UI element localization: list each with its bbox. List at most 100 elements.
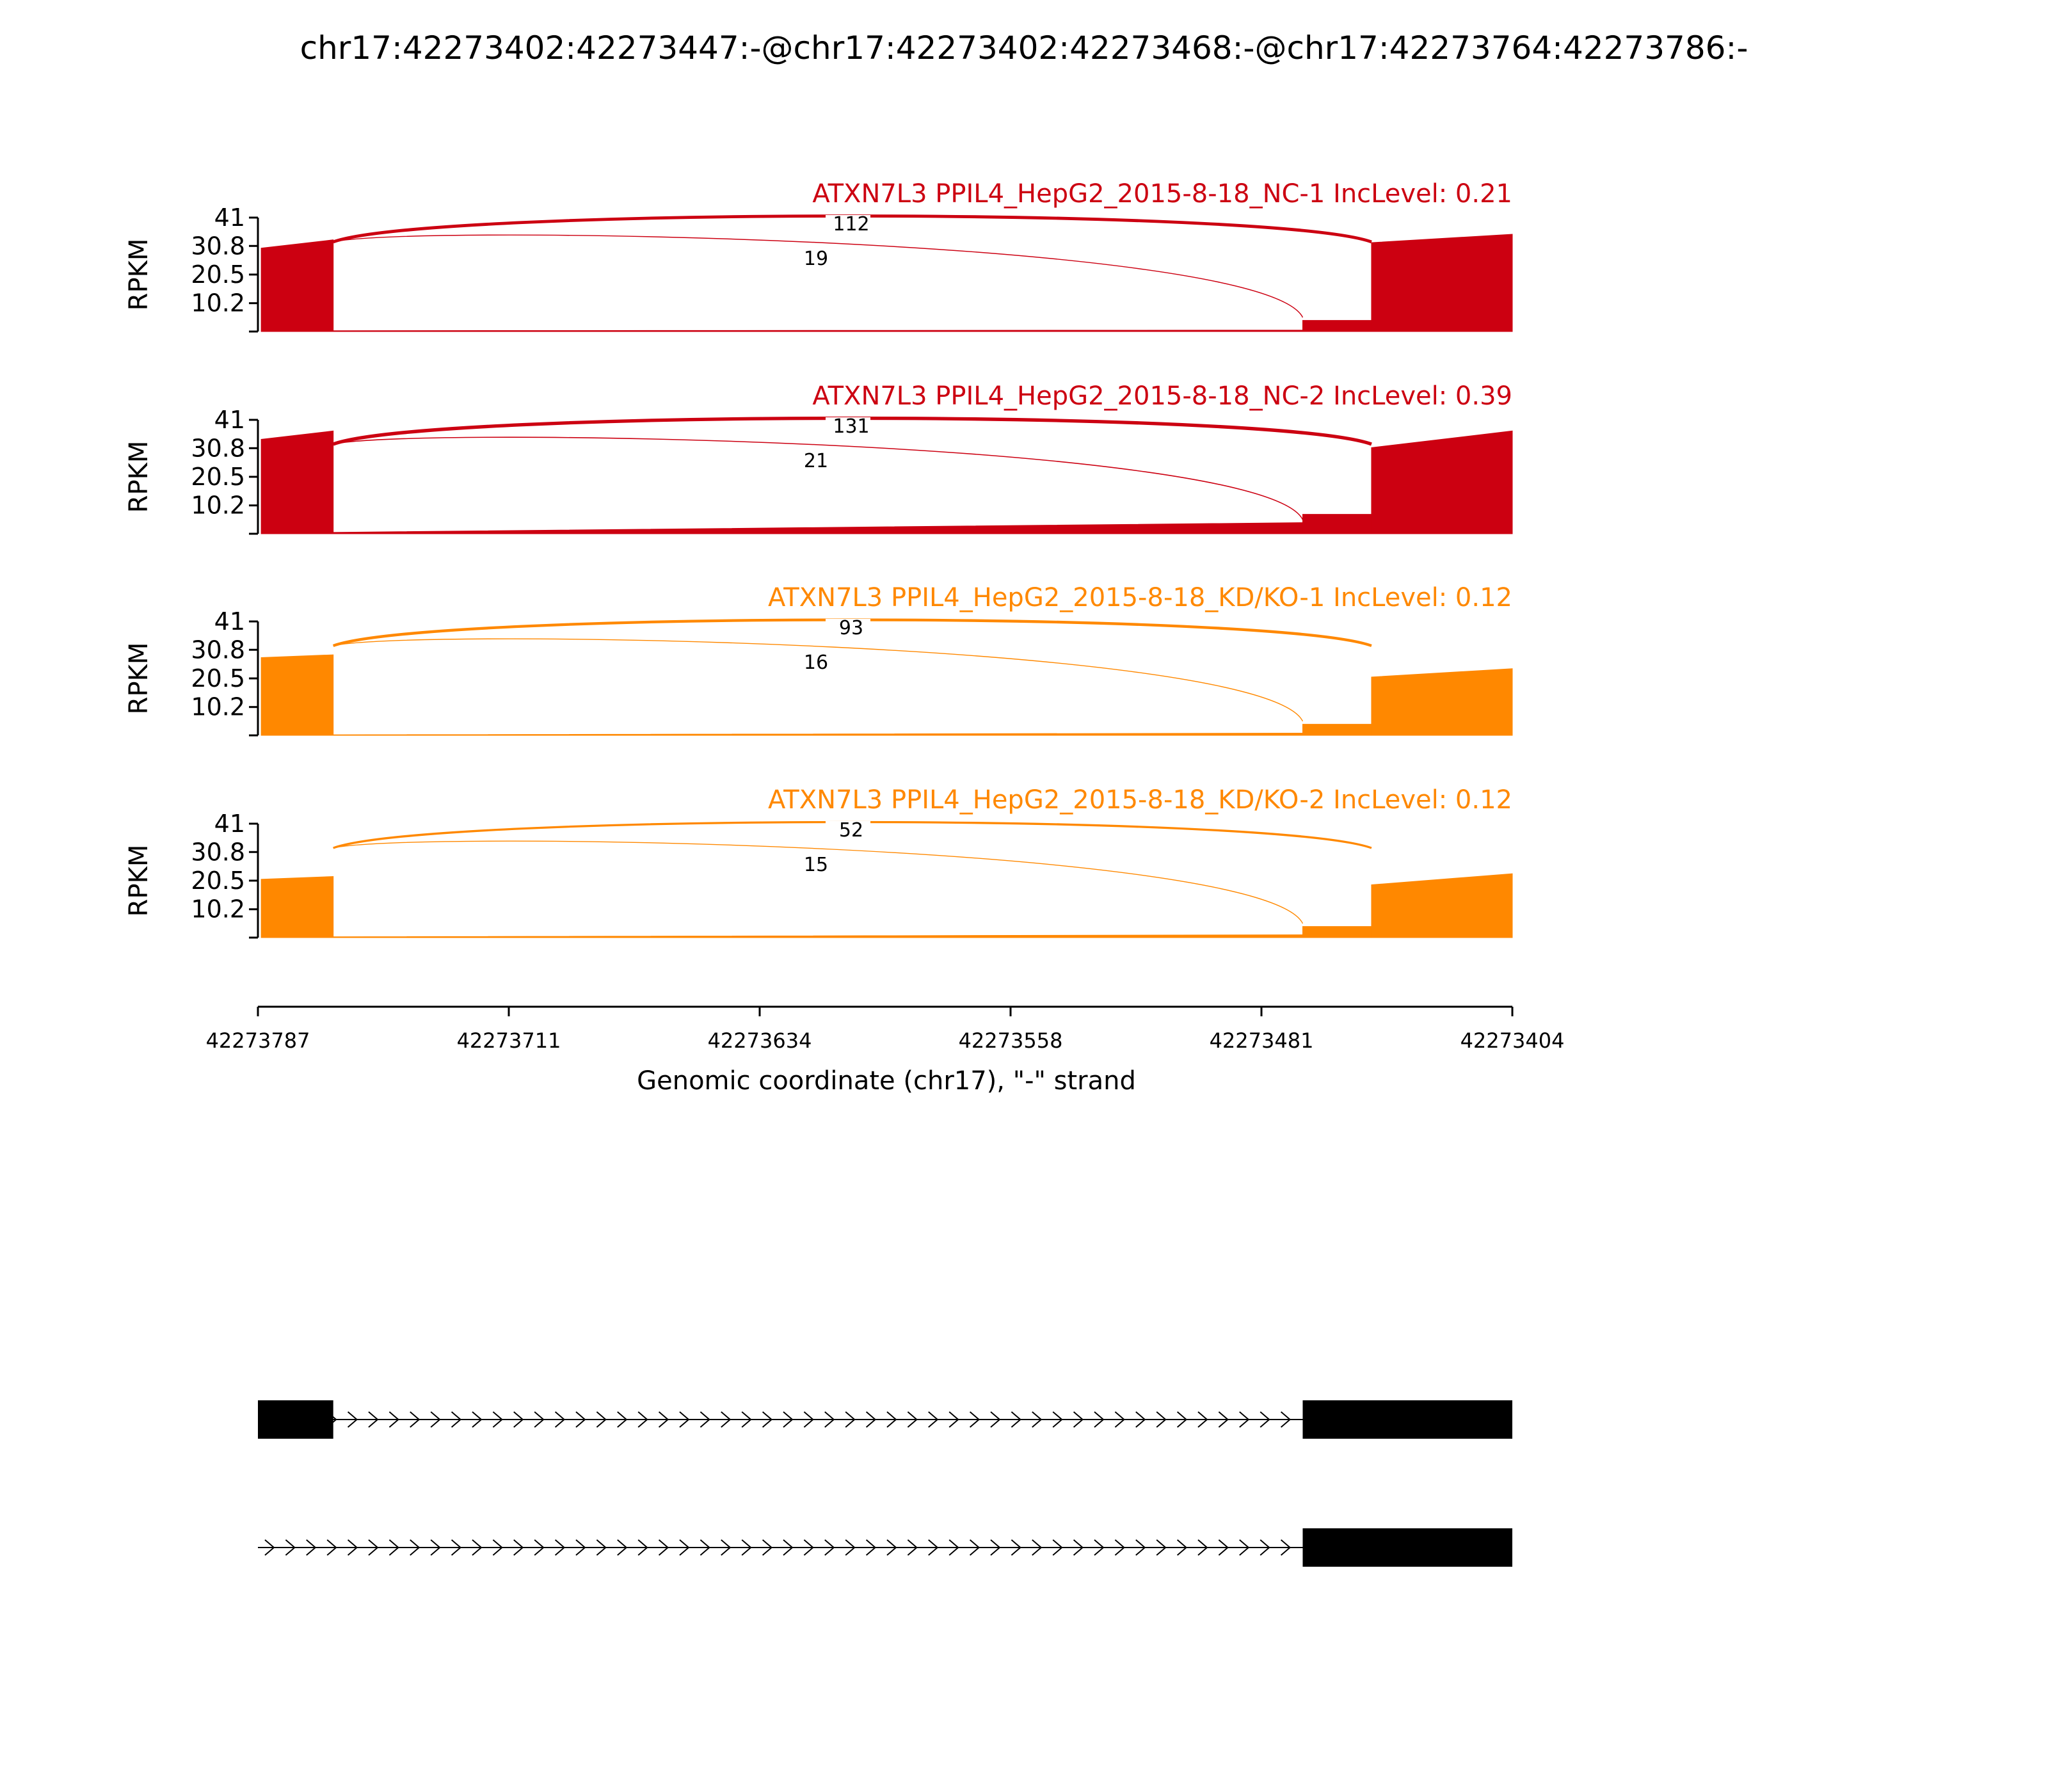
strand-chevron: [534, 1411, 545, 1428]
coverage-segment: [260, 430, 334, 534]
junction-arc-short: [333, 638, 1304, 722]
strand-chevron: [865, 1411, 877, 1428]
strand-chevron: [596, 1411, 607, 1428]
strand-chevron: [803, 1411, 814, 1428]
strand-chevron: [1114, 1539, 1125, 1556]
strand-chevron: [1239, 1411, 1250, 1428]
strand-chevron: [554, 1539, 566, 1556]
y-tick-label: 30.8: [191, 636, 245, 664]
strand-chevron: [721, 1411, 732, 1428]
coverage-segment: [333, 330, 1303, 332]
strand-chevron: [637, 1539, 648, 1556]
strand-chevron: [554, 1411, 566, 1428]
strand-chevron: [347, 1411, 358, 1428]
x-axis: 42273787 42273711 42273634 42273558 42273481…: [206, 1005, 1564, 1096]
strand-chevron: [700, 1411, 710, 1428]
strand-chevron: [1011, 1411, 1021, 1428]
y-tick-label: 41: [214, 204, 245, 232]
coverage-segment: [260, 654, 334, 736]
track-label: ATXN7L3 PPIL4_HepG2_2015-8-18_KD/KO-1 In…: [768, 583, 1512, 612]
y-tick-label: 30.8: [191, 838, 245, 866]
strand-chevron: [762, 1411, 773, 1428]
strand-chevron: [492, 1539, 503, 1556]
strand-chevron: [1280, 1411, 1292, 1428]
strand-chevron: [1135, 1411, 1146, 1428]
coverage-segment: [260, 876, 334, 938]
strand-chevron: [388, 1539, 399, 1556]
strand-chevron: [410, 1539, 420, 1556]
strand-chevron: [596, 1539, 607, 1556]
strand-chevron: [969, 1411, 980, 1428]
strand-chevron: [430, 1411, 441, 1428]
strand-chevron: [907, 1411, 918, 1428]
junction-label-bg: [810, 653, 854, 673]
strand-chevron: [783, 1411, 794, 1428]
y-tick-label: 41: [214, 607, 245, 636]
coverage-segment: [1371, 430, 1513, 534]
strand-chevron: [1260, 1539, 1270, 1556]
strand-chevron: [948, 1411, 959, 1428]
strand-chevron: [1073, 1411, 1084, 1428]
coverage-segment: [1371, 668, 1513, 736]
y-axis-label: RPKM: [124, 845, 154, 917]
strand-chevron: [1197, 1539, 1208, 1556]
strand-chevron: [1094, 1539, 1105, 1556]
gene-model-1: [258, 1400, 1512, 1439]
strand-chevron: [824, 1411, 835, 1428]
strand-chevron: [1218, 1539, 1229, 1556]
strand-chevron: [762, 1539, 773, 1556]
strand-chevron: [700, 1539, 710, 1556]
strand-chevron: [1135, 1539, 1146, 1556]
strand-chevron: [1032, 1539, 1043, 1556]
strand-chevron: [472, 1539, 483, 1556]
figure-title: chr17:42273402:42273447:-@chr17:42273402…: [300, 29, 1748, 67]
strand-chevron: [1156, 1539, 1167, 1556]
strand-chevron: [1114, 1411, 1125, 1428]
track-label: ATXN7L3 PPIL4_HepG2_2015-8-18_KD/KO-2 In…: [768, 785, 1512, 815]
strand-chevron: [1073, 1539, 1084, 1556]
strand-chevron: [285, 1539, 296, 1556]
strand-chevron: [845, 1411, 856, 1428]
strand-chevron: [865, 1539, 877, 1556]
strand-chevron: [637, 1411, 648, 1428]
strand-chevron: [430, 1539, 441, 1556]
strand-chevron: [1156, 1411, 1167, 1428]
strand-chevron: [803, 1539, 814, 1556]
strand-chevron: [845, 1539, 856, 1556]
gene-models: [258, 1400, 1512, 1567]
strand-chevron: [948, 1539, 959, 1556]
junction-count-label: 131: [833, 415, 869, 438]
junction-label-bg: [810, 452, 854, 471]
coverage-segment: [1302, 926, 1372, 938]
x-tick-label: 42273711: [457, 1028, 561, 1053]
strand-chevron: [783, 1539, 794, 1556]
strand-chevron: [347, 1539, 358, 1556]
strand-chevron: [368, 1411, 379, 1428]
junction-count-label: 15: [804, 854, 828, 876]
strand-chevron: [1176, 1539, 1188, 1556]
coverage-segment: [260, 239, 334, 332]
coverage-segment: [1371, 234, 1513, 332]
exon-block: [1302, 1400, 1512, 1439]
strand-chevron: [513, 1411, 524, 1428]
y-tick-label: 20.5: [191, 463, 245, 491]
gene-model-2: [258, 1528, 1512, 1567]
junction-count-label: 21: [804, 450, 828, 472]
strand-chevron: [1280, 1539, 1292, 1556]
junction-count-label: 112: [833, 213, 869, 236]
strand-chevron: [1239, 1539, 1250, 1556]
strand-chevron: [969, 1539, 980, 1556]
y-tick-label: 10.2: [191, 895, 245, 924]
junction-arc-short: [333, 436, 1304, 520]
strand-chevron: [679, 1539, 690, 1556]
y-tick-label: 20.5: [191, 260, 245, 289]
strand-chevron: [472, 1411, 483, 1428]
y-tick-label: 30.8: [191, 232, 245, 260]
strand-chevron: [1197, 1411, 1208, 1428]
strand-chevron: [617, 1539, 628, 1556]
junction-arc-short: [333, 234, 1304, 318]
strand-chevron: [451, 1411, 462, 1428]
